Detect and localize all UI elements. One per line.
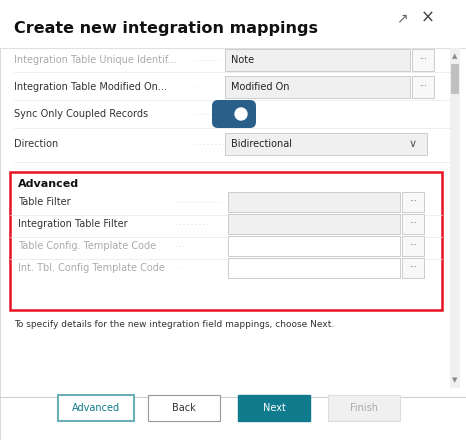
Text: Sync Only Coupled Records: Sync Only Coupled Records bbox=[14, 109, 148, 119]
Text: · · · · · · · · ·: · · · · · · · · · bbox=[175, 221, 209, 227]
FancyBboxPatch shape bbox=[0, 0, 466, 48]
FancyBboxPatch shape bbox=[412, 49, 434, 71]
Text: · ·: · · bbox=[195, 84, 201, 89]
FancyBboxPatch shape bbox=[402, 192, 424, 212]
FancyBboxPatch shape bbox=[402, 214, 424, 234]
Text: Table Config. Template Code: Table Config. Template Code bbox=[18, 241, 156, 251]
Text: Finish: Finish bbox=[350, 403, 378, 413]
Text: ···: ··· bbox=[409, 220, 417, 228]
Text: Integration Table Unique Identif...: Integration Table Unique Identif... bbox=[14, 55, 177, 65]
Text: ∨: ∨ bbox=[409, 139, 417, 149]
FancyBboxPatch shape bbox=[225, 49, 410, 71]
Text: ···: ··· bbox=[409, 242, 417, 250]
Text: To specify details for the new integration field mappings, choose Next.: To specify details for the new integrati… bbox=[14, 320, 334, 329]
Text: Modified On: Modified On bbox=[231, 82, 289, 92]
Text: Bidirectional: Bidirectional bbox=[231, 139, 292, 149]
Text: Create new integration mappings: Create new integration mappings bbox=[14, 21, 318, 36]
Circle shape bbox=[235, 108, 247, 120]
Text: ···: ··· bbox=[409, 198, 417, 206]
Text: · ·: · · bbox=[175, 265, 181, 271]
Text: ···: ··· bbox=[419, 55, 427, 65]
Text: Advanced: Advanced bbox=[18, 179, 79, 189]
Text: Next: Next bbox=[262, 403, 286, 413]
FancyBboxPatch shape bbox=[238, 395, 310, 421]
Text: Direction: Direction bbox=[14, 139, 58, 149]
FancyBboxPatch shape bbox=[328, 395, 400, 421]
FancyBboxPatch shape bbox=[228, 214, 400, 234]
FancyBboxPatch shape bbox=[228, 236, 400, 256]
Text: ···: ··· bbox=[409, 264, 417, 272]
Text: Integration Table Filter: Integration Table Filter bbox=[18, 219, 128, 229]
Text: ↗: ↗ bbox=[396, 11, 408, 25]
Text: · · · · · · ·: · · · · · · · bbox=[195, 58, 221, 62]
Text: · · · · · · · · · · · ·: · · · · · · · · · · · · bbox=[175, 199, 221, 205]
FancyBboxPatch shape bbox=[402, 258, 424, 278]
FancyBboxPatch shape bbox=[450, 48, 460, 388]
Text: ×: × bbox=[421, 9, 435, 27]
Text: · · ·: · · · bbox=[175, 243, 185, 249]
Text: · · · · ·: · · · · · bbox=[195, 111, 213, 117]
FancyBboxPatch shape bbox=[412, 76, 434, 98]
Text: Int. Tbl. Config Template Code: Int. Tbl. Config Template Code bbox=[18, 263, 165, 273]
FancyBboxPatch shape bbox=[225, 76, 410, 98]
FancyBboxPatch shape bbox=[402, 236, 424, 256]
FancyBboxPatch shape bbox=[228, 192, 400, 212]
FancyBboxPatch shape bbox=[58, 395, 134, 421]
Text: Table Filter: Table Filter bbox=[18, 197, 71, 207]
FancyBboxPatch shape bbox=[10, 172, 442, 310]
Text: Note: Note bbox=[231, 55, 254, 65]
Text: Advanced: Advanced bbox=[72, 403, 120, 413]
Text: · · · · · · · · · · · · · · ·: · · · · · · · · · · · · · · · bbox=[195, 142, 253, 147]
FancyBboxPatch shape bbox=[451, 64, 459, 94]
FancyBboxPatch shape bbox=[228, 258, 400, 278]
Text: ▼: ▼ bbox=[452, 377, 458, 383]
FancyBboxPatch shape bbox=[212, 100, 256, 128]
FancyBboxPatch shape bbox=[225, 133, 427, 155]
Text: ···: ··· bbox=[419, 82, 427, 92]
Text: Integration Table Modified On...: Integration Table Modified On... bbox=[14, 82, 167, 92]
FancyBboxPatch shape bbox=[148, 395, 220, 421]
Text: Back: Back bbox=[172, 403, 196, 413]
Text: ▲: ▲ bbox=[452, 53, 458, 59]
